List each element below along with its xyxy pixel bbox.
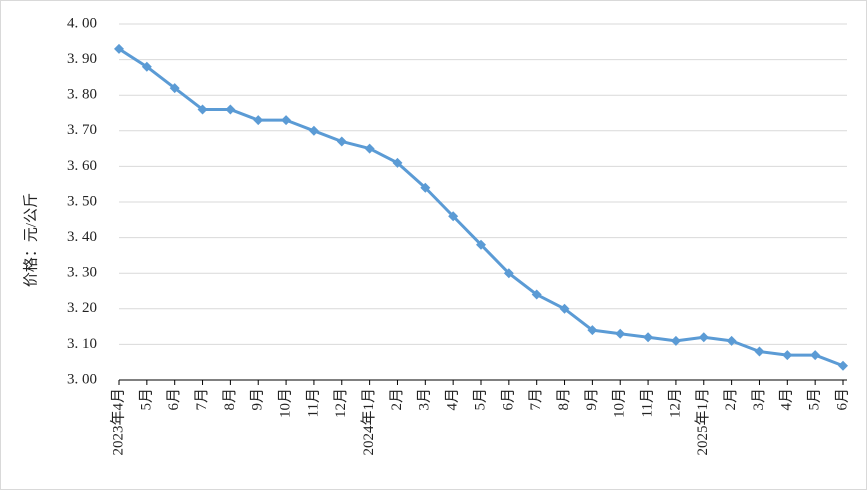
marker — [670, 335, 681, 346]
marker — [810, 350, 821, 361]
x-tick-label: 12月 — [333, 388, 349, 418]
marker — [726, 335, 737, 346]
x-tick-label: 6月 — [834, 388, 850, 411]
marker — [336, 136, 347, 147]
x-tick-label: 5月 — [807, 388, 823, 411]
x-tick-label: 2023年4月 — [109, 388, 126, 456]
x-tick-label: 7月 — [194, 388, 210, 411]
x-tick-label: 3月 — [417, 388, 433, 411]
y-axis-label: 价格：元/公斤 — [22, 193, 39, 287]
marker — [643, 332, 654, 343]
marker — [503, 268, 514, 279]
x-tick-label: 2024年1月 — [360, 388, 377, 456]
marker — [476, 239, 486, 250]
x-tick-label: 5月 — [472, 388, 488, 411]
x-tick-label: 12月 — [667, 388, 683, 418]
y-tick-label: 3. 80 — [67, 87, 97, 103]
x-tick-label: 9月 — [584, 388, 600, 411]
marker — [782, 350, 793, 361]
y-tick-label: 3. 40 — [67, 229, 97, 245]
marker — [114, 43, 124, 54]
marker — [225, 104, 236, 115]
y-tick-label: 4. 00 — [67, 15, 97, 31]
x-tick-label: 10月 — [612, 388, 628, 418]
x-tick-label: 5月 — [138, 388, 154, 411]
marker — [754, 346, 765, 357]
marker — [197, 104, 208, 115]
y-tick-label: 3. 10 — [67, 336, 97, 352]
marker — [698, 332, 709, 343]
x-tick-label: 4月 — [445, 388, 461, 411]
marker — [281, 115, 292, 126]
x-tick-label: 8月 — [556, 388, 572, 411]
marker — [364, 143, 375, 154]
marker — [448, 211, 459, 222]
marker — [392, 157, 403, 168]
y-tick-label: 3. 70 — [67, 122, 97, 138]
x-tick-label: 6月 — [166, 388, 182, 411]
marker — [169, 83, 180, 94]
x-tick-label: 8月 — [222, 388, 238, 411]
marker — [615, 328, 626, 339]
marker — [587, 325, 598, 336]
marker — [559, 303, 570, 314]
y-tick-label: 3. 20 — [67, 300, 97, 316]
y-tick-label: 3. 50 — [67, 193, 97, 209]
x-tick-label: 4月 — [779, 388, 795, 411]
marker — [531, 289, 542, 300]
y-tick-label: 3. 30 — [67, 265, 97, 281]
x-tick-label: 11月 — [640, 388, 656, 417]
marker — [141, 61, 152, 72]
x-tick-label: 2月 — [389, 388, 405, 411]
y-tick-label: 3. 60 — [67, 158, 97, 174]
x-tick-label: 2025年1月 — [694, 388, 711, 456]
x-tick-label: 9月 — [250, 388, 266, 411]
x-tick-label: 10月 — [278, 388, 294, 418]
x-tick-label: 6月 — [500, 388, 516, 411]
marker — [420, 182, 431, 193]
marker — [308, 125, 319, 136]
x-tick-label: 11月 — [305, 388, 321, 417]
x-tick-label: 7月 — [528, 388, 544, 411]
marker — [253, 115, 264, 126]
y-tick-label: 3. 90 — [67, 51, 97, 67]
x-tick-label: 2月 — [723, 388, 739, 411]
y-tick-label: 3. 00 — [67, 371, 97, 387]
x-tick-label: 3月 — [751, 388, 767, 411]
marker — [838, 360, 848, 371]
